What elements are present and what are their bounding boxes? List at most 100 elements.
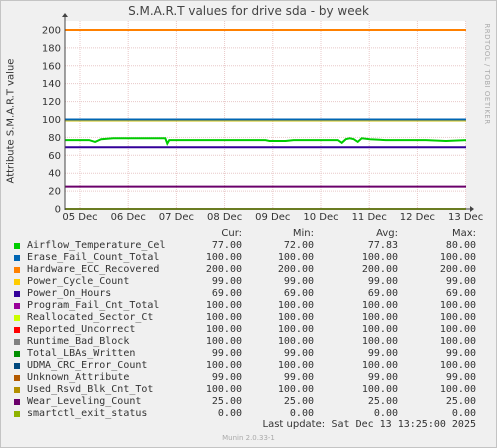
legend-avg-value: 100.00 bbox=[361, 336, 398, 347]
legend-cur-value: 99.00 bbox=[211, 348, 242, 359]
legend-header-avg: Avg: bbox=[376, 228, 398, 239]
y-tick-label: 40 bbox=[48, 169, 61, 180]
legend-row: UDMA_CRC_Error_Count 100.00 100.00 100.00 10… bbox=[0, 360, 497, 372]
legend-series-name: Total_LBAs_Written bbox=[27, 348, 136, 359]
legend-avg-value: 100.00 bbox=[361, 384, 398, 395]
legend-cur-value: 77.00 bbox=[211, 240, 242, 251]
legend-min-value: 100.00 bbox=[277, 252, 314, 263]
plot-area bbox=[65, 21, 466, 209]
y-tick-label: 120 bbox=[42, 97, 61, 108]
x-tick-label: 05 Dec bbox=[62, 212, 97, 223]
legend-swatch bbox=[14, 303, 20, 309]
legend-row: Runtime_Bad_Block 100.00 100.00 100.00 100.0… bbox=[0, 336, 497, 348]
y-tick-label: 80 bbox=[48, 133, 61, 144]
legend-swatch bbox=[14, 291, 20, 297]
legend-row: smartctl_exit_status 0.00 0.00 0.00 0.00 bbox=[0, 408, 497, 420]
legend-swatch bbox=[14, 267, 20, 273]
y-axis-arrow bbox=[62, 13, 68, 17]
legend-swatch bbox=[14, 387, 20, 393]
x-tick-label: 11 Dec bbox=[352, 212, 387, 223]
legend-series-name: Reported_Uncorrect bbox=[27, 324, 136, 335]
legend-row: Wear_Leveling_Count 25.00 25.00 25.00 25.00 bbox=[0, 396, 497, 408]
legend-avg-value: 100.00 bbox=[361, 360, 398, 371]
legend-series-name: smartctl_exit_status bbox=[27, 408, 148, 419]
legend-avg-value: 99.00 bbox=[367, 348, 398, 359]
legend-swatch bbox=[14, 315, 20, 321]
legend-cur-value: 100.00 bbox=[205, 360, 242, 371]
legend-header-max: Max: bbox=[451, 228, 476, 239]
legend-max-value: 100.00 bbox=[439, 252, 476, 263]
legend-avg-value: 100.00 bbox=[361, 324, 398, 335]
legend-min-value: 0.00 bbox=[289, 408, 314, 419]
legend-swatch bbox=[14, 399, 20, 405]
legend-series-name: Erase_Fail_Count_Total bbox=[27, 252, 160, 263]
legend-cur-value: 100.00 bbox=[205, 384, 242, 395]
legend-min-value: 99.00 bbox=[283, 348, 314, 359]
legend-max-value: 200.00 bbox=[439, 264, 476, 275]
legend-swatch bbox=[14, 339, 20, 345]
legend-max-value: 100.00 bbox=[439, 312, 476, 323]
legend-swatch bbox=[14, 363, 20, 369]
last-update: Last update: Sat Dec 13 13:25:00 2025 bbox=[0, 419, 476, 430]
y-tick-label: 200 bbox=[42, 25, 61, 36]
legend-avg-value: 77.83 bbox=[367, 240, 398, 251]
legend-cur-value: 25.00 bbox=[211, 396, 242, 407]
legend-max-value: 0.00 bbox=[451, 408, 476, 419]
legend-row: Unknown_Attribute 99.00 99.00 99.00 99.00 bbox=[0, 372, 497, 384]
legend-cur-value: 100.00 bbox=[205, 336, 242, 347]
legend-avg-value: 99.00 bbox=[367, 276, 398, 287]
legend-table: Cur: Min: Avg: Max: Airflow_Temperature_… bbox=[0, 228, 497, 420]
legend-min-value: 69.00 bbox=[283, 288, 314, 299]
x-tick-label: 08 Dec bbox=[207, 212, 242, 223]
y-tick-label: 180 bbox=[42, 43, 61, 54]
legend-row: Program_Fail_Cnt_Total 100.00 100.00 100.00… bbox=[0, 300, 497, 312]
legend-cur-value: 100.00 bbox=[205, 312, 242, 323]
y-tick-label: 160 bbox=[42, 61, 61, 72]
legend-max-value: 99.00 bbox=[445, 276, 476, 287]
legend-cur-value: 100.00 bbox=[205, 324, 242, 335]
legend-swatch bbox=[14, 351, 20, 357]
legend-series-name: Airflow_Temperature_Cel bbox=[27, 240, 166, 251]
legend-series-name: Runtime_Bad_Block bbox=[27, 336, 130, 347]
series-line bbox=[65, 137, 467, 146]
x-tick-label: 06 Dec bbox=[111, 212, 146, 223]
x-axis-arrow bbox=[470, 206, 474, 212]
last-update-value: Sat Dec 13 13:25:00 2025 bbox=[331, 419, 477, 430]
legend-row: Hardware_ECC_Recovered 200.00 200.00 200.00… bbox=[0, 264, 497, 276]
chart-title: S.M.A.R.T values for drive sda - by week bbox=[128, 4, 369, 18]
x-tick-label: 12 Dec bbox=[400, 212, 435, 223]
legend-row: Reallocated_Sector_Ct 100.00 100.00 100.00 1… bbox=[0, 312, 497, 324]
legend-cur-value: 99.00 bbox=[211, 276, 242, 287]
legend-series-name: Power_On_Hours bbox=[27, 288, 112, 299]
y-tick-label: 0 bbox=[55, 205, 61, 216]
legend-cur-value: 100.00 bbox=[205, 300, 242, 311]
legend-max-value: 99.00 bbox=[445, 372, 476, 383]
legend-min-value: 99.00 bbox=[283, 372, 314, 383]
legend-swatch bbox=[14, 375, 20, 381]
legend-row: Reported_Uncorrect 100.00 100.00 100.00 100.… bbox=[0, 324, 497, 336]
munin-version: Munin 2.0.33-1 bbox=[222, 434, 275, 442]
legend-max-value: 100.00 bbox=[439, 324, 476, 335]
last-update-label: Last update: bbox=[262, 419, 326, 430]
legend-min-value: 100.00 bbox=[277, 300, 314, 311]
legend-cur-value: 100.00 bbox=[205, 252, 242, 263]
legend-series-name: Power_Cycle_Count bbox=[27, 276, 130, 287]
legend-max-value: 100.00 bbox=[439, 300, 476, 311]
legend-header-cur: Cur: bbox=[221, 228, 242, 239]
legend-avg-value: 100.00 bbox=[361, 300, 398, 311]
legend-cur-value: 200.00 bbox=[205, 264, 242, 275]
legend-max-value: 69.00 bbox=[445, 288, 476, 299]
legend-swatch bbox=[14, 327, 20, 333]
legend-max-value: 99.00 bbox=[445, 348, 476, 359]
y-tick-label: 140 bbox=[42, 79, 61, 90]
legend-series-name: Program_Fail_Cnt_Total bbox=[27, 300, 160, 311]
legend-avg-value: 25.00 bbox=[367, 396, 398, 407]
legend-cur-value: 69.00 bbox=[211, 288, 242, 299]
legend-min-value: 100.00 bbox=[277, 360, 314, 371]
legend-row: Erase_Fail_Count_Total 100.00 100.00 100.00… bbox=[0, 252, 497, 264]
x-tick-label: 13 Dec bbox=[448, 212, 483, 223]
legend-max-value: 100.00 bbox=[439, 360, 476, 371]
legend-swatch bbox=[14, 243, 20, 249]
y-tick-label: 100 bbox=[42, 115, 61, 126]
x-tick-label: 09 Dec bbox=[255, 212, 290, 223]
